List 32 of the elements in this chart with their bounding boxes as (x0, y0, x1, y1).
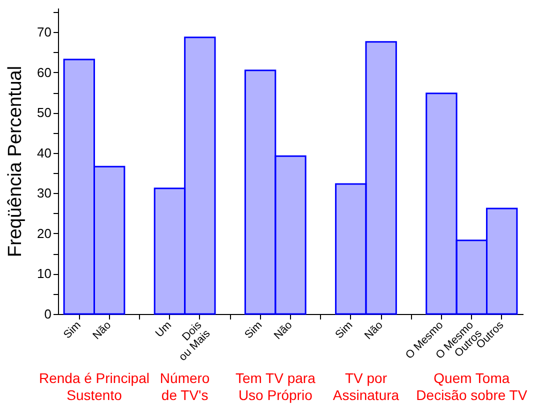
x-tick-label: Sim (242, 319, 265, 342)
text: Tem TV para Uso Próprio (235, 370, 316, 403)
y-tick-label: 10 (37, 266, 52, 282)
bar (456, 240, 488, 315)
text: Renda é Principal Sustento (38, 370, 150, 403)
y-tick-label: 70 (37, 24, 52, 40)
y-tick-label: 50 (37, 105, 52, 120)
y-tick-label: 60 (37, 64, 52, 80)
y-tick-label: 40 (37, 145, 52, 160)
x-tick-label: Não (90, 319, 114, 342)
x-tick-label: Um (153, 319, 174, 340)
y-axis-title: Freqüência Percentual (5, 66, 26, 258)
x-tick-label: Sim (333, 319, 356, 342)
text: TV por Assinatura (332, 370, 400, 403)
bar (63, 58, 95, 315)
bar (365, 41, 397, 315)
bar (93, 166, 126, 315)
x-tick-label: Não (362, 319, 386, 342)
bar (426, 92, 458, 315)
x-tick-label: Sim (61, 319, 84, 342)
bar (274, 155, 306, 315)
y-tick-label: 30 (37, 186, 52, 201)
bar (486, 208, 518, 315)
text: Número de TV's (160, 370, 210, 403)
bar (335, 183, 367, 315)
bar (184, 36, 216, 315)
text: Quem Toma Decisão sobre TV (416, 370, 528, 403)
bar (244, 70, 276, 315)
y-tick-label: 20 (37, 226, 52, 241)
bar (154, 188, 186, 315)
y-tick-label: 0 (44, 306, 52, 322)
x-tick-label: Não (272, 319, 295, 342)
